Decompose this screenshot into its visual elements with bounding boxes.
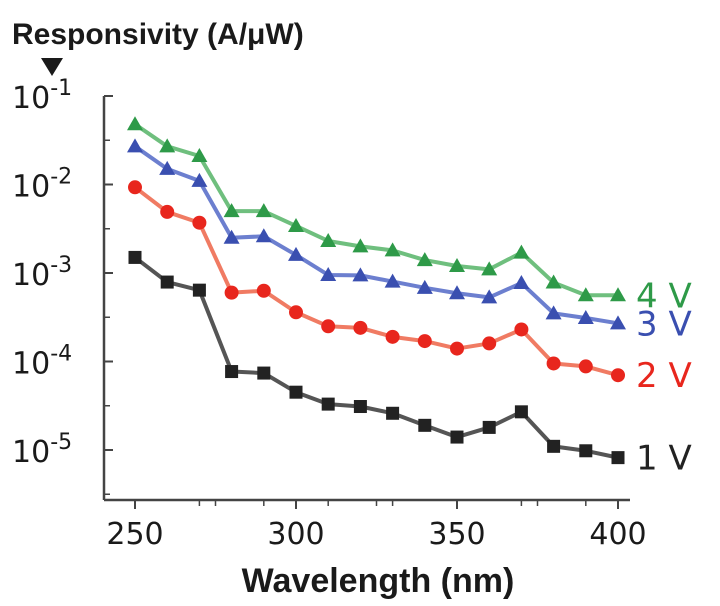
data-point-3v	[577, 310, 594, 325]
data-point-3v	[384, 273, 401, 288]
series-line-4v	[133, 122, 618, 298]
x-tick-label: 300	[267, 517, 324, 552]
series-1v: 1 V	[128, 250, 692, 479]
y-tick-label: 10-2	[12, 165, 72, 205]
data-point-4v	[223, 203, 240, 218]
data-point-1v	[225, 365, 239, 379]
data-point-4v	[577, 287, 594, 302]
data-point-1v	[321, 397, 335, 411]
data-point-3v	[513, 275, 530, 290]
data-point-4v	[191, 147, 208, 162]
y-axis-arrow-icon	[41, 58, 63, 76]
data-point-4v	[449, 257, 465, 272]
data-point-1v	[450, 430, 464, 444]
series-line-2v	[133, 185, 619, 378]
y-axis-label: Responsivity (A/μW)	[12, 18, 304, 51]
data-point-4v	[481, 261, 498, 276]
data-point-2v	[578, 359, 593, 374]
data-point-4v	[513, 244, 530, 259]
data-point-4v	[416, 252, 433, 267]
data-point-3v	[159, 160, 176, 175]
series-layer: 4 V3 V 2 V 1 V	[127, 116, 692, 479]
series-label-4v: 4 V	[636, 276, 692, 316]
series-line-1v	[133, 255, 619, 460]
data-point-3v	[481, 289, 498, 304]
data-point-2v	[546, 356, 561, 371]
series-line-3v	[133, 144, 619, 326]
y-tick-label: 10-4	[12, 342, 72, 382]
data-point-2v	[128, 180, 142, 195]
data-point-3v	[320, 266, 337, 281]
series-4v: 4 V	[127, 116, 692, 316]
data-point-3v	[127, 138, 143, 153]
data-point-4v	[320, 232, 337, 247]
data-point-2v	[256, 283, 271, 298]
y-tick-label: 10-5	[12, 430, 72, 470]
data-point-2v	[160, 204, 175, 219]
data-point-4v	[127, 116, 143, 131]
data-point-1v	[386, 406, 400, 420]
data-point-2v	[611, 368, 625, 383]
data-point-2v	[321, 319, 336, 334]
data-point-2v	[482, 336, 497, 351]
data-point-1v	[289, 385, 303, 399]
data-point-4v	[352, 238, 369, 253]
x-tick-label: 400	[589, 517, 646, 552]
data-point-2v	[450, 341, 464, 356]
series-label-2v: 2 V	[636, 356, 692, 396]
data-point-1v	[160, 275, 174, 289]
data-point-3v	[191, 172, 208, 187]
data-point-1v	[353, 400, 367, 414]
y-tick-label: 10-3	[12, 253, 72, 293]
data-point-1v	[579, 444, 593, 458]
x-tick-label: 350	[428, 517, 485, 552]
data-point-3v	[255, 228, 272, 243]
data-point-3v	[545, 305, 562, 320]
series-2v: 2 V	[128, 180, 692, 396]
data-point-2v	[385, 329, 400, 344]
data-point-1v	[547, 439, 561, 453]
series-3v: 3 V	[127, 138, 692, 344]
data-point-2v	[224, 285, 239, 300]
data-point-1v	[257, 366, 271, 380]
data-point-4v	[255, 203, 272, 218]
data-point-1v	[128, 250, 142, 264]
data-point-1v	[611, 451, 625, 465]
series-label-3v: 3 V	[636, 304, 692, 344]
y-tick-label: 10-1	[12, 76, 72, 116]
data-point-1v	[418, 418, 432, 432]
x-axis-label: Wavelength (nm)	[242, 562, 515, 600]
data-point-3v	[223, 229, 240, 244]
data-point-1v	[192, 283, 206, 297]
data-point-4v	[545, 274, 562, 289]
data-point-2v	[514, 322, 529, 337]
data-point-1v	[482, 420, 496, 434]
data-point-2v	[417, 334, 432, 349]
data-point-4v	[288, 217, 304, 232]
data-point-2v	[353, 320, 368, 335]
series-label-1v: 1 V	[636, 439, 692, 479]
data-point-4v	[610, 287, 626, 302]
data-point-2v	[192, 215, 207, 230]
data-point-4v	[159, 138, 176, 153]
data-point-3v	[449, 285, 465, 300]
data-point-3v	[416, 279, 433, 294]
data-point-3v	[610, 315, 626, 330]
data-point-4v	[384, 242, 401, 257]
data-point-1v	[514, 405, 528, 419]
x-tick-label: 250	[106, 517, 163, 552]
data-point-2v	[289, 305, 303, 320]
axis-ticks: 250 300 350 400 10-1 10-2 10-3 10-4 10-5	[12, 76, 647, 552]
data-point-3v	[288, 246, 304, 261]
data-point-3v	[352, 267, 369, 282]
